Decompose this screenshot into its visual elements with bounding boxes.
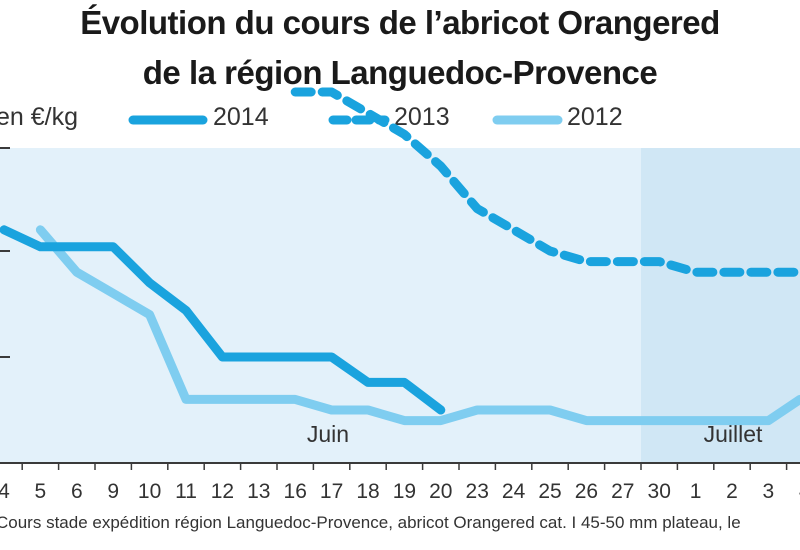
x-tick-label: 25	[538, 480, 561, 503]
chart-title-line-2: de la région Languedoc-Provence	[142, 54, 658, 91]
x-tick-label: 12	[211, 480, 234, 503]
series-line-2014	[0, 225, 446, 415]
x-tick-label: 1	[690, 480, 702, 503]
x-tick-label: 17	[320, 480, 343, 503]
x-tick-label: 6	[71, 480, 83, 503]
x-tick-label: 10	[138, 480, 161, 503]
chart-title-line-1: Évolution du cours de l’abricot Orangere…	[80, 4, 720, 41]
line-chart: 45691011121316171819202324252627301234Ju…	[0, 87, 800, 503]
x-tick-label: 18	[356, 480, 379, 503]
x-tick-label: 5	[35, 480, 47, 503]
x-tick-label: 20	[429, 480, 452, 503]
x-tick-label: 9	[107, 480, 119, 503]
y-axis-label: en €/kg	[0, 103, 79, 131]
x-tick-label: 16	[284, 480, 307, 503]
x-tick-label: 4	[799, 480, 800, 503]
x-tick-label: 3	[763, 480, 775, 503]
series-line-2013	[290, 87, 800, 277]
x-tick-label: 24	[502, 480, 526, 503]
month-band-juillet	[641, 148, 800, 463]
month-label-juin: Juin	[307, 421, 349, 447]
month-label-juillet: Juillet	[704, 421, 763, 447]
x-tick-label: 27	[611, 480, 634, 503]
legend-label-2012: 2012	[567, 103, 623, 131]
chart-caption: Cours stade expédition région Languedoc-…	[0, 513, 741, 532]
x-tick-label: 30	[648, 480, 671, 503]
x-tick-label: 26	[575, 480, 598, 503]
series-line-2012	[35, 225, 800, 426]
legend-label-2013: 2013	[394, 103, 450, 131]
x-tick-label: 11	[175, 480, 197, 503]
x-tick-label: 13	[247, 480, 270, 503]
x-tick-label: 4	[0, 480, 10, 503]
x-tick-label: 2	[726, 480, 738, 503]
x-tick-label: 19	[393, 480, 416, 503]
x-tick-label: 23	[466, 480, 489, 503]
legend-label-2014: 2014	[213, 103, 269, 131]
